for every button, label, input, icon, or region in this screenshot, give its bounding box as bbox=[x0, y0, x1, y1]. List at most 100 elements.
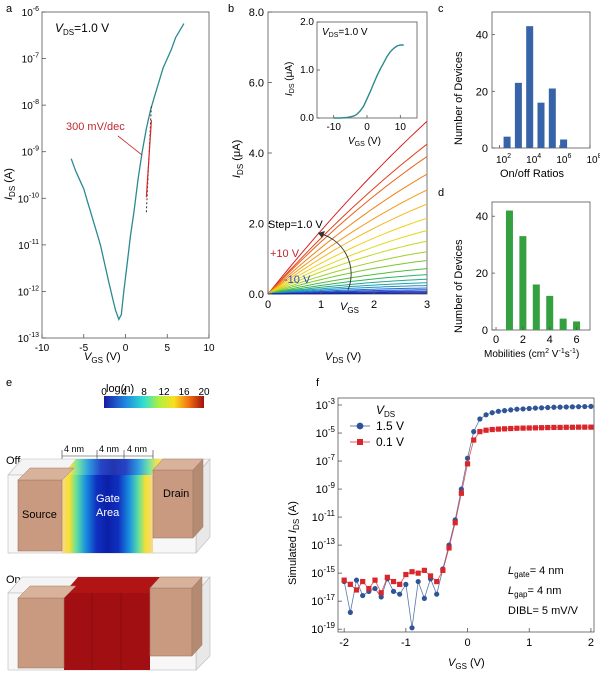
panel-b-ytick-label: 0.0 bbox=[249, 289, 264, 301]
panel-b-inset-ylabel: IDS (μA) bbox=[284, 62, 296, 96]
panel-b-inset-xlabel: VGS (V) bbox=[348, 136, 381, 148]
panel-b-curve bbox=[267, 143, 428, 295]
panel-b-xtick-label: 2 bbox=[371, 299, 377, 311]
panel-letter-b: b bbox=[228, 3, 234, 15]
panel-f-point-square bbox=[353, 587, 360, 593]
panel-letter-a: a bbox=[6, 3, 13, 15]
panel-a-xtick-label: 10 bbox=[203, 343, 215, 354]
panel-d-frame bbox=[491, 201, 591, 331]
panel-f-point-square bbox=[520, 425, 526, 431]
panel-b-inset-x-ticks: -10 0 10 bbox=[326, 115, 406, 133]
panel-b-inset-line bbox=[333, 44, 404, 119]
panel-f-point-square bbox=[403, 571, 409, 578]
panel-f-point-circle bbox=[495, 408, 501, 414]
inset-xtick-label: -10 bbox=[326, 122, 341, 133]
legend-label-1.5V: 1.5 V bbox=[376, 419, 404, 433]
panel-f-point-circle bbox=[501, 408, 508, 414]
panel-b-xtick-label: 3 bbox=[424, 299, 430, 311]
panel-f-point-circle bbox=[483, 412, 489, 418]
panel-b-ylabel: IDS (μA) bbox=[231, 140, 245, 178]
drain-label: Drain bbox=[163, 488, 189, 500]
panel-c-xtick-label: 104 bbox=[526, 153, 541, 166]
panel-e-device-simulation: log(n) 0 4 8 12 16 20 Off On 4 nm 4 nm 4 nm bbox=[6, 383, 211, 671]
panel-b-ytick-label: 2.0 bbox=[249, 219, 264, 231]
panel-c-bars bbox=[503, 26, 568, 149]
panel-d-xtick-label: 6 bbox=[574, 334, 580, 346]
colorbar-title: log(n) bbox=[106, 383, 134, 395]
colorbar-tick-label: 20 bbox=[198, 387, 210, 398]
panel-f-point-square bbox=[415, 570, 421, 576]
panel-f-point-square bbox=[390, 578, 397, 585]
panel-b-xtick-label: 1 bbox=[318, 299, 324, 311]
panel-f-point-circle bbox=[532, 405, 538, 411]
panel-d-xlabel: Mobilities (cm2 V-1s-1) bbox=[484, 348, 579, 360]
panel-a-xtick-label: 0 bbox=[123, 343, 129, 354]
panel-f-point-circle bbox=[588, 403, 594, 410]
panel-d-ytick-label: 0 bbox=[482, 325, 488, 337]
panel-c-ylabel: Number of Devices bbox=[453, 51, 465, 145]
panel-a-xlabel: VGS (V) bbox=[84, 351, 121, 365]
panel-a-frame bbox=[41, 11, 210, 339]
panel-b-inset-annotation: VDS=1.0 V bbox=[322, 27, 368, 39]
panel-f-point-circle bbox=[582, 403, 588, 410]
panel-f-point-square bbox=[575, 424, 582, 430]
panel-f-point-circle bbox=[520, 406, 526, 412]
panel-c-xlabel: On/off Ratios bbox=[500, 168, 564, 180]
panel-f-ytick-label: 10-17 bbox=[311, 593, 335, 608]
source-label: Source bbox=[22, 509, 57, 521]
panel-b-ytick-label: 6.0 bbox=[249, 78, 264, 90]
panel-d-y-ticks: 0 20 40 bbox=[476, 211, 495, 337]
panel-f-point-square bbox=[532, 425, 538, 431]
panel-f-xtick-label: -2 bbox=[339, 637, 349, 649]
colorbar-ticks: 0 4 8 12 16 20 bbox=[101, 387, 210, 398]
panel-f-point-square bbox=[347, 581, 353, 587]
panel-d-xtick-label: 0 bbox=[493, 334, 499, 346]
panel-c-ytick-label: 0 bbox=[482, 143, 488, 155]
colorbar bbox=[104, 396, 204, 408]
panel-f-point-square bbox=[557, 424, 563, 431]
panel-f-lgate-text: Lgate= 4 nm bbox=[508, 565, 564, 579]
panel-f-point-square bbox=[434, 578, 440, 585]
panel-b-curve bbox=[267, 260, 428, 295]
panel-f-point-circle bbox=[397, 591, 403, 597]
panel-f-xtick-label: 2 bbox=[588, 637, 594, 649]
panel-f-point-square bbox=[477, 429, 483, 435]
panel-f-point-square bbox=[384, 574, 390, 580]
colorbar-tick-label: 16 bbox=[178, 387, 190, 398]
panel-d-bar bbox=[519, 236, 527, 330]
panel-d-xtick-label: 2 bbox=[520, 334, 526, 346]
panel-f-point-square bbox=[471, 437, 477, 443]
panel-f-simulated-transfer: 10-310-510-710-910-1110-1310-1510-1710-1… bbox=[287, 397, 595, 671]
panel-d-xtick-label: 4 bbox=[547, 334, 553, 346]
panel-f-x-ticks: -2 -1 0 1 2 bbox=[339, 628, 594, 649]
panel-f-point-square bbox=[551, 424, 557, 431]
panel-b-step-label: Step=1.0 V bbox=[268, 219, 323, 231]
panel-f-point-square bbox=[341, 577, 347, 583]
panel-f-ytick-label: 10-11 bbox=[312, 509, 336, 524]
panel-b-curve bbox=[268, 292, 427, 295]
panel-d-bar bbox=[559, 318, 567, 330]
panel-b-y-ticks: 0.0 2.0 4.0 6.0 8.0 bbox=[249, 7, 272, 301]
panel-f-point-circle bbox=[551, 404, 557, 410]
panel-a-ytick-label: 10-6 bbox=[22, 6, 39, 19]
panel-b-plus10-label: +10 V bbox=[270, 248, 300, 260]
panel-c-onoff-histogram: 0 20 40 102 104 106 108 On/off Ratios Number … bbox=[453, 11, 600, 180]
dimension-label-2: 4 nm bbox=[99, 444, 119, 454]
panel-b-curve bbox=[267, 251, 428, 295]
panel-f-point-circle bbox=[514, 406, 520, 412]
panel-a-xtick-label: -5 bbox=[79, 343, 88, 354]
panel-f-legend-title: VDS bbox=[376, 403, 395, 419]
panel-f-point-circle bbox=[421, 595, 427, 601]
inset-xtick-label: 0 bbox=[364, 122, 370, 133]
panel-f-point-circle bbox=[347, 609, 353, 615]
panel-a-ytick-label: 10-10 bbox=[18, 192, 39, 205]
panel-f-point-square bbox=[458, 490, 464, 496]
panel-f-point-square bbox=[483, 427, 489, 433]
panel-b-curve bbox=[267, 285, 428, 295]
panel-b-vgs-arc bbox=[317, 232, 352, 291]
dimension-label-1: 4 nm bbox=[64, 444, 84, 454]
panel-f-point-square bbox=[360, 578, 366, 585]
panel-d-x-ticks: 0 2 4 6 bbox=[493, 327, 580, 346]
on-source-contact bbox=[17, 597, 65, 669]
panel-c-y-ticks: 0 20 40 bbox=[476, 30, 495, 155]
